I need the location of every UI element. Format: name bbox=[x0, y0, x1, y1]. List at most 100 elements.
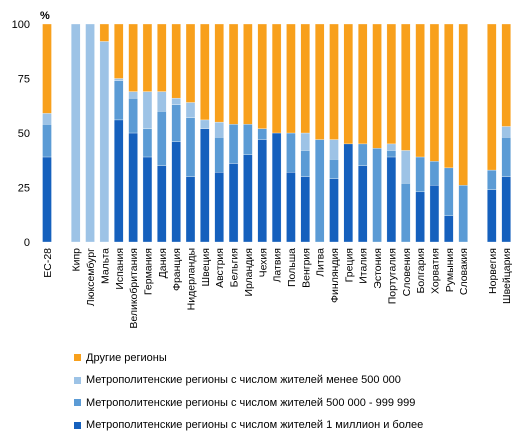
bar-segment bbox=[300, 132, 310, 151]
bar-segment bbox=[458, 185, 468, 243]
bar-segment bbox=[171, 104, 181, 142]
bar-segment bbox=[386, 143, 397, 151]
x-tick-label: Греция bbox=[343, 248, 355, 282]
bar-segment bbox=[42, 23, 52, 114]
bar-segment bbox=[257, 128, 267, 140]
bar-segment bbox=[401, 23, 411, 151]
bar-segment bbox=[271, 132, 282, 243]
bar-segment bbox=[286, 23, 296, 134]
bar-segment bbox=[42, 124, 52, 158]
bar-segment bbox=[286, 132, 296, 173]
x-tick-label: Норвегия bbox=[487, 248, 499, 294]
x-tick-label: Хорватия bbox=[429, 248, 441, 294]
bar-segment bbox=[257, 23, 267, 129]
x-tick-label: Испания bbox=[114, 248, 126, 290]
bar-segment bbox=[401, 182, 411, 243]
bar-segment bbox=[487, 189, 497, 243]
legend-swatch bbox=[74, 354, 81, 361]
bar-segment bbox=[358, 23, 368, 145]
bar-segment bbox=[444, 23, 454, 169]
bar-segment bbox=[444, 215, 454, 243]
x-tick-label: Великобритания bbox=[128, 248, 140, 329]
x-tick-label: Эстония bbox=[372, 248, 384, 289]
bar-segment bbox=[300, 176, 310, 243]
bar-segment bbox=[300, 150, 310, 177]
bar-segment bbox=[487, 23, 497, 171]
bar-segment bbox=[444, 167, 454, 216]
bar-segment bbox=[329, 139, 339, 160]
y-unit-label: % bbox=[40, 10, 50, 22]
bar-segment bbox=[85, 23, 95, 243]
x-tick-label: Германия bbox=[142, 248, 154, 295]
legend-swatch bbox=[74, 376, 81, 384]
bar-segment bbox=[185, 117, 196, 177]
bar-segment bbox=[114, 78, 124, 81]
bar-segment bbox=[257, 139, 267, 243]
bar-segment bbox=[42, 156, 52, 243]
legend-item-metro-small: Метрополитенские регионы с числом жителе… bbox=[74, 371, 423, 390]
bar-segment bbox=[372, 23, 382, 149]
x-tick-label: Мальта bbox=[99, 248, 111, 284]
bar-segment bbox=[185, 23, 196, 103]
bar-segment bbox=[329, 178, 339, 243]
bar-segment bbox=[228, 124, 239, 164]
bar-segment bbox=[501, 126, 511, 138]
x-tick-label: Португалия bbox=[386, 248, 398, 304]
x-tick-label: Франция bbox=[171, 248, 183, 291]
x-tick-label: Польша bbox=[286, 248, 298, 287]
y-tick-label: 75 bbox=[18, 74, 30, 86]
bar-segment bbox=[458, 23, 468, 186]
bar-segment bbox=[114, 80, 124, 121]
x-tick-label: Швеция bbox=[200, 248, 212, 287]
bar-segment bbox=[99, 41, 110, 243]
bar-segment bbox=[401, 150, 411, 184]
bar-segment bbox=[157, 111, 167, 166]
legend-label: Метрополитенские регионы с числом жителе… bbox=[86, 419, 424, 431]
bar-segment bbox=[501, 23, 511, 127]
bar-segment bbox=[128, 132, 138, 243]
bar-segment bbox=[42, 113, 52, 125]
bar-segment bbox=[343, 143, 354, 243]
bar-segment bbox=[214, 172, 224, 243]
bar-segment bbox=[501, 137, 511, 177]
bar-segment bbox=[429, 185, 440, 243]
bar-segment bbox=[343, 23, 354, 145]
y-tick-label: 0 bbox=[24, 237, 30, 249]
legend: Другие регионы Метрополитенские регионы … bbox=[74, 348, 423, 438]
bar-segment bbox=[142, 23, 153, 92]
bar-segment bbox=[386, 150, 397, 158]
bar-segment bbox=[501, 176, 511, 243]
bar-segment bbox=[200, 128, 210, 243]
legend-swatch bbox=[74, 421, 81, 429]
bar-segment bbox=[243, 154, 253, 243]
bar-segment bbox=[314, 139, 325, 243]
bar-segment bbox=[228, 163, 239, 243]
bar-segment bbox=[200, 119, 210, 129]
bar-segment bbox=[171, 23, 181, 99]
x-tick-label: Швейцария bbox=[501, 248, 513, 304]
bar-segment bbox=[386, 156, 397, 243]
bar-segment bbox=[200, 23, 210, 121]
x-tick-label: Бельгия bbox=[229, 248, 241, 287]
bar-segment bbox=[142, 91, 153, 129]
bar-segment bbox=[128, 23, 138, 92]
bar-segment bbox=[300, 23, 310, 134]
bar-segment bbox=[185, 176, 196, 243]
x-tick-label: ЕС-28 bbox=[42, 248, 54, 278]
x-tick-label: Болгария bbox=[415, 248, 427, 293]
bar-segment bbox=[271, 23, 282, 134]
bar-segment bbox=[314, 23, 325, 140]
legend-label: Другие регионы bbox=[86, 351, 167, 364]
x-tick-label: Финляндия bbox=[329, 248, 341, 303]
bar-segment bbox=[142, 156, 153, 243]
y-tick-label: 25 bbox=[18, 183, 30, 195]
legend-label: Метрополитенские регионы с числом жителе… bbox=[86, 396, 416, 409]
bar-segment bbox=[157, 91, 167, 112]
bar-segment bbox=[429, 161, 440, 186]
x-tick-label: Латвия bbox=[272, 248, 284, 282]
legend-item-metro-large: Метрополитенские регионы с числом жителе… bbox=[74, 416, 423, 435]
bar-segment bbox=[415, 23, 425, 158]
x-tick-label: Австрия bbox=[214, 248, 226, 288]
bar-segment bbox=[114, 23, 124, 79]
bar-segment bbox=[286, 172, 296, 243]
